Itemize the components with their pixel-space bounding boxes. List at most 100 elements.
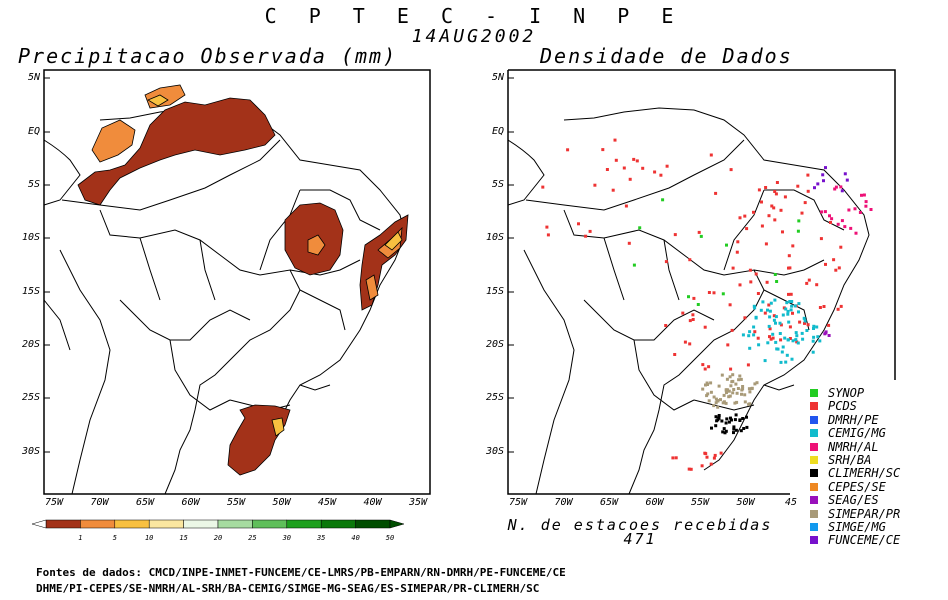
station-dot	[802, 316, 806, 320]
station-dot	[756, 292, 760, 295]
station-dot	[797, 219, 801, 223]
left-lon-label: 35W	[408, 497, 428, 508]
station-dot	[735, 250, 739, 254]
legend-label: CEMIG/MG	[828, 426, 886, 441]
station-dot	[779, 360, 783, 364]
station-dot	[770, 204, 774, 208]
station-dot	[781, 313, 785, 317]
left-lat-label: EQ	[27, 126, 40, 137]
station-dot	[719, 398, 722, 402]
left-lat-label: 15S	[21, 286, 40, 297]
station-dot	[611, 188, 615, 192]
station-dot	[664, 324, 668, 327]
station-dot	[707, 365, 711, 369]
station-dot	[774, 192, 778, 196]
station-dot	[712, 404, 716, 408]
station-dot	[749, 280, 753, 284]
left-panel-title: Precipitacao Observada (mm)	[18, 44, 398, 68]
station-dot	[732, 425, 736, 429]
left-ticks	[44, 77, 514, 453]
legend-item: SIMGE/MG	[810, 520, 886, 534]
station-dot	[781, 230, 784, 234]
station-dot	[796, 229, 800, 233]
station-dot	[768, 335, 771, 339]
station-dot	[778, 321, 782, 325]
station-dot	[806, 323, 810, 327]
station-dot	[815, 283, 819, 287]
legend-item: NMRH/AL	[810, 440, 879, 454]
left-lat-label: 5N	[27, 72, 40, 83]
station-dot	[771, 336, 775, 340]
station-dot	[773, 273, 777, 276]
right-lon-label: 50W	[736, 497, 755, 508]
legend-label: PCDS	[828, 399, 857, 414]
station-dot	[734, 428, 738, 432]
station-dot	[717, 414, 721, 417]
right-lat-label: 20S	[485, 339, 504, 350]
station-dot	[729, 384, 733, 388]
right-panel-title: Densidade de Dados	[540, 44, 793, 68]
station-dot	[772, 314, 776, 318]
left-lon-label: 40W	[363, 497, 382, 508]
station-dot	[816, 182, 820, 186]
legend-item: SYNOP	[810, 386, 864, 400]
right-country-borders	[507, 107, 870, 495]
station-dot	[774, 315, 778, 319]
station-dot	[674, 456, 678, 460]
station-dot	[714, 415, 718, 419]
station-dot	[822, 305, 826, 308]
station-dot	[701, 363, 705, 367]
station-dot	[818, 306, 822, 309]
station-dot	[840, 189, 844, 193]
station-dot	[729, 168, 733, 172]
right-map-frame	[507, 69, 896, 495]
station-dot	[742, 427, 746, 430]
colorbar-tick-label: 40	[351, 534, 360, 542]
station-count-label: N. de estacoes recebidas	[507, 516, 773, 534]
station-dot	[790, 357, 794, 361]
station-dot	[854, 231, 858, 235]
header-org: C P T E C - I N P E	[264, 4, 684, 28]
station-dot	[759, 308, 763, 312]
station-dot	[860, 193, 863, 197]
colorbar-tick-label: 1	[78, 534, 83, 542]
colorbar-segment	[355, 519, 391, 529]
station-dot	[715, 399, 719, 402]
left-lon-label: 75W	[44, 497, 64, 508]
colorbar	[31, 519, 405, 529]
colorbar-tick-label: 10	[144, 534, 154, 542]
station-dot	[753, 306, 757, 310]
legend-swatch	[810, 536, 818, 545]
station-dot	[795, 340, 799, 344]
station-count-value: 471	[623, 530, 657, 548]
station-dot	[752, 333, 756, 337]
station-dot	[691, 318, 695, 321]
right-lon-label: 70W	[554, 497, 573, 508]
station-dot	[628, 177, 632, 181]
station-dot	[803, 201, 807, 205]
colorbar-segment	[286, 519, 322, 529]
station-dot	[789, 292, 793, 296]
station-dot	[763, 359, 767, 363]
station-dot	[760, 200, 763, 204]
colorbar-right-arrow	[389, 519, 405, 529]
station-dot	[787, 266, 790, 270]
station-dot	[748, 390, 752, 394]
station-dot	[732, 388, 736, 391]
station-dot	[827, 334, 831, 337]
station-dot	[811, 350, 815, 354]
colorbar-segment	[114, 519, 150, 529]
station-dot	[757, 343, 761, 347]
station-dot	[769, 337, 773, 341]
station-dot	[752, 210, 755, 214]
precip-north	[77, 97, 276, 206]
station-dot	[748, 268, 752, 272]
station-dot	[845, 178, 849, 182]
station-dot	[665, 164, 669, 168]
station-dot	[683, 340, 687, 344]
station-dot	[728, 303, 732, 307]
colorbar-tick-label: 20	[213, 534, 223, 542]
station-dot	[760, 224, 764, 228]
station-dot	[703, 367, 707, 371]
